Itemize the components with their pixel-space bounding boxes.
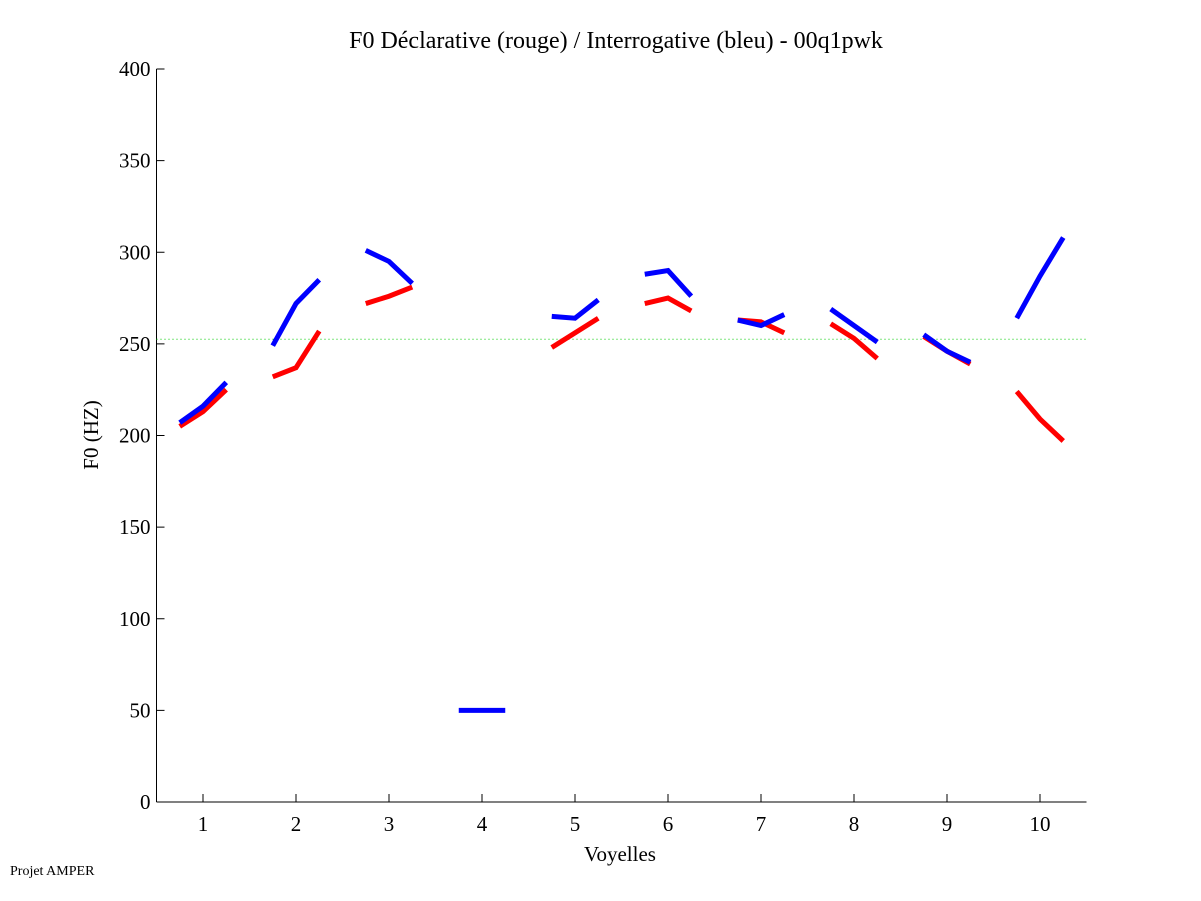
y-tick-label: 300 — [119, 240, 151, 264]
interrogative-segment-vowel-7 — [737, 312, 786, 329]
y-tick-label: 50 — [130, 698, 151, 722]
declarative-segment-vowel-8 — [829, 321, 879, 361]
interrogative-segment-vowel-9 — [922, 332, 972, 365]
y-tick-label: 150 — [119, 515, 151, 539]
y-tick-label: 350 — [119, 149, 151, 173]
declarative-segment-vowel-10 — [1014, 389, 1065, 443]
y-axis-label: F0 (HZ) — [79, 400, 103, 469]
interrogative-segment-vowel-10 — [1014, 236, 1066, 320]
declarative-segment-vowel-3 — [364, 284, 414, 306]
x-tick-label: 9 — [942, 812, 953, 836]
interrogative-segment-vowel-8 — [829, 307, 879, 345]
y-tick-label: 250 — [119, 332, 151, 356]
y-tick-label: 0 — [140, 790, 151, 814]
x-axis-label: Voyelles — [584, 842, 656, 866]
x-tick-label: 2 — [291, 812, 302, 836]
chart-title: F0 Déclarative (rouge) / Interrogative (… — [349, 28, 883, 54]
footer-text: Projet AMPER — [10, 864, 95, 879]
interrogative-segment-vowel-3 — [364, 248, 414, 286]
x-tick-label: 4 — [477, 812, 488, 836]
interrogative-segment-vowel-5 — [551, 297, 600, 321]
y-tick-label: 400 — [119, 57, 151, 81]
declarative-segment-vowel-2 — [271, 329, 322, 380]
interrogative-segment-vowel-2 — [270, 277, 322, 347]
x-tick-label: 10 — [1030, 812, 1051, 836]
x-tick-label: 6 — [663, 812, 674, 836]
interrogative-segment-vowel-1 — [178, 380, 229, 425]
x-tick-label: 7 — [756, 812, 767, 836]
interrogative-segment-vowel-6 — [644, 267, 694, 298]
declarative-segment-vowel-6 — [644, 295, 693, 314]
x-tick-label: 3 — [384, 812, 395, 836]
y-tick-label: 100 — [119, 607, 151, 631]
x-tick-label: 5 — [570, 812, 581, 836]
declarative-segment-vowel-1 — [178, 387, 228, 429]
declarative-segment-vowel-5 — [550, 316, 600, 350]
x-tick-label: 8 — [849, 812, 860, 836]
y-tick-label: 200 — [119, 424, 151, 448]
x-tick-label: 1 — [198, 812, 209, 836]
